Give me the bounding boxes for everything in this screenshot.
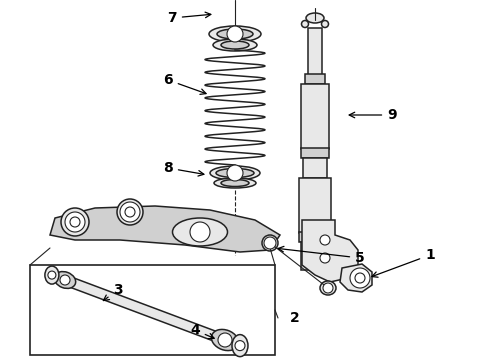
Polygon shape [63, 275, 227, 345]
Text: 5: 5 [278, 246, 365, 265]
Circle shape [218, 333, 232, 347]
Text: 6: 6 [163, 73, 206, 94]
Ellipse shape [209, 26, 261, 42]
Ellipse shape [172, 218, 227, 246]
Ellipse shape [221, 180, 249, 186]
Ellipse shape [232, 334, 248, 357]
Polygon shape [340, 264, 372, 292]
Ellipse shape [117, 199, 143, 225]
Circle shape [48, 271, 56, 279]
Bar [303, 158, 327, 178]
Ellipse shape [61, 208, 89, 236]
Circle shape [120, 202, 140, 222]
Ellipse shape [54, 271, 75, 288]
Circle shape [60, 275, 70, 285]
Bar [299, 232, 331, 242]
Circle shape [227, 165, 243, 181]
Ellipse shape [262, 235, 278, 251]
Bar [301, 84, 329, 149]
Polygon shape [50, 206, 280, 252]
Bar [301, 148, 329, 158]
Ellipse shape [211, 329, 239, 351]
Text: 1: 1 [372, 248, 435, 277]
Circle shape [355, 273, 365, 283]
Circle shape [350, 268, 370, 288]
Circle shape [70, 217, 80, 227]
Ellipse shape [301, 21, 309, 27]
Bar [301, 242, 329, 270]
Ellipse shape [213, 39, 257, 51]
Ellipse shape [216, 168, 254, 177]
Circle shape [125, 207, 135, 217]
Ellipse shape [320, 281, 336, 295]
Ellipse shape [217, 29, 253, 39]
Ellipse shape [306, 13, 324, 23]
Text: 4: 4 [190, 323, 214, 339]
Ellipse shape [221, 41, 249, 49]
Ellipse shape [321, 21, 328, 27]
Text: 8: 8 [163, 161, 204, 176]
Circle shape [323, 283, 333, 293]
Bar [30, 265, 275, 355]
Circle shape [227, 26, 243, 42]
Circle shape [235, 341, 245, 351]
Ellipse shape [45, 266, 59, 284]
Polygon shape [302, 220, 358, 282]
Circle shape [65, 212, 85, 232]
Ellipse shape [210, 166, 260, 180]
Bar [305, 74, 325, 84]
Bar [308, 28, 322, 76]
Circle shape [320, 235, 330, 245]
Bar [299, 178, 331, 233]
Ellipse shape [214, 178, 256, 188]
Text: 9: 9 [349, 108, 397, 122]
Text: 2: 2 [290, 311, 300, 325]
Circle shape [320, 253, 330, 263]
Text: 3: 3 [103, 283, 123, 301]
Circle shape [264, 237, 276, 249]
Text: 7: 7 [167, 11, 211, 25]
Circle shape [190, 222, 210, 242]
